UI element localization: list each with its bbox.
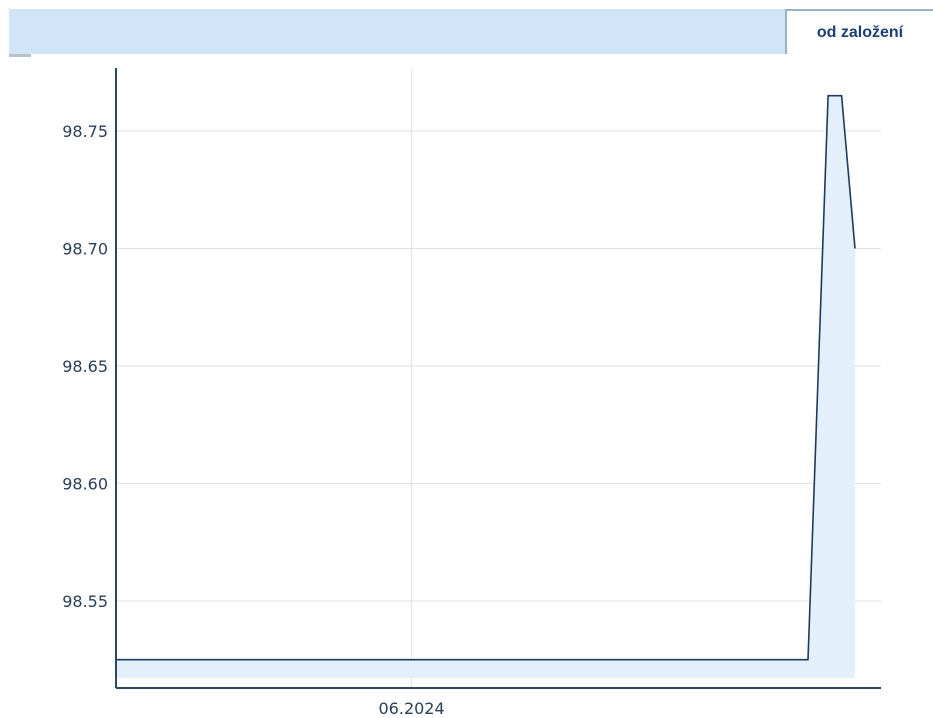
x-tick-label: 06.2024 <box>379 699 445 718</box>
y-tick-label: 98.75 <box>62 122 108 141</box>
y-tick-label: 98.60 <box>62 475 108 494</box>
x-tick-labels: 06.2024 <box>379 699 445 718</box>
price-area-fill <box>116 95 855 678</box>
chart-toolbar <box>9 9 933 54</box>
price-line <box>116 94 856 661</box>
grid-lines <box>116 68 881 688</box>
period-tab-since-inception[interactable]: od založení <box>785 9 933 54</box>
y-tick-label: 98.55 <box>62 592 108 611</box>
y-tick-labels: 98.55 98.60 98.65 98.70 98.75 <box>62 122 108 611</box>
y-tick-label: 98.70 <box>62 240 108 259</box>
y-tick-label: 98.65 <box>62 357 108 376</box>
toolbar-corner-divider <box>9 54 31 57</box>
